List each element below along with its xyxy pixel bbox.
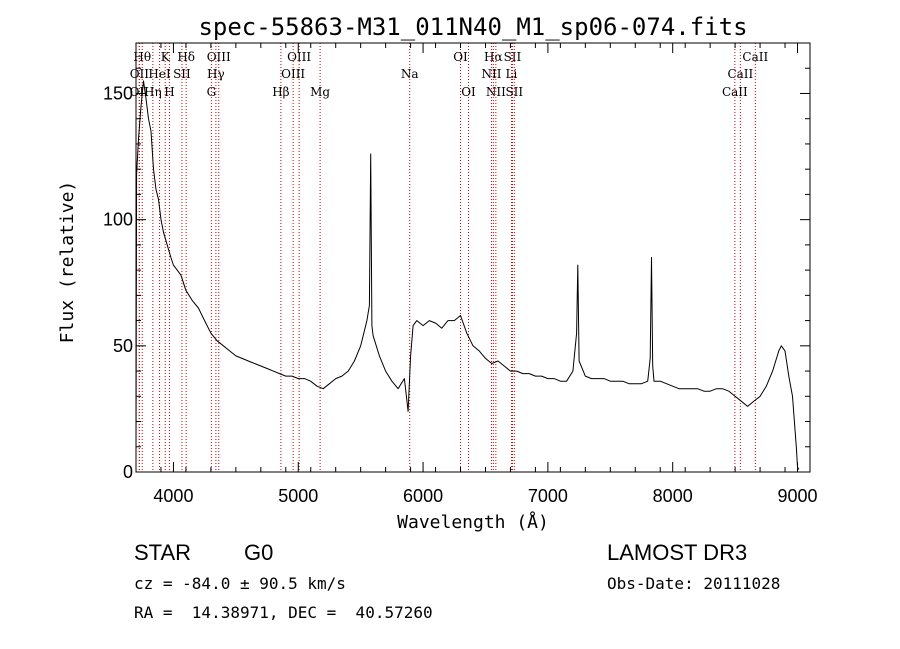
line-label-24: OI — [461, 85, 476, 99]
plot-frame — [135, 42, 811, 473]
obs-date: Obs-Date: 20111028 — [607, 574, 781, 593]
line-label-3: OIII — [207, 50, 231, 64]
line-label-23: Mg — [310, 85, 330, 99]
spectrum-series — [135, 80, 800, 470]
line-label-19: Hη — [144, 85, 162, 99]
survey-name: LAMOST DR3 — [607, 540, 748, 565]
y-axis-label: Flux (relative) — [57, 181, 78, 344]
redshift-text: cz = -84.0 ± 90.5 km/s — [134, 574, 346, 593]
line-label-12: Hγ — [207, 67, 225, 81]
line-label-4: OIII — [287, 50, 311, 64]
line-label-27: CaII — [722, 85, 748, 99]
line-label-10: HeI — [148, 67, 171, 81]
x-axis-label: Wavelength (Å) — [397, 511, 549, 533]
x-tick-label-3: 7000 — [528, 486, 568, 506]
y-tick-label-3: 150 — [103, 83, 133, 103]
line-label-20: H — [164, 85, 174, 99]
line-label-2: Hδ — [177, 50, 195, 64]
line-label-1: K — [161, 50, 171, 64]
line-label-15: NII — [481, 67, 501, 81]
chart-title: spec-55863-M31_011N40_M1_sp06-074.fits — [198, 13, 747, 41]
y-tick-label-2: 100 — [103, 210, 133, 230]
coordinates: RA = 14.38971, DEC = 40.57260 — [134, 603, 433, 622]
y-tick-label-0: 0 — [123, 462, 133, 482]
line-label-8: CaII — [742, 50, 768, 64]
line-label-21: G — [207, 85, 217, 99]
x-tick-label-1: 5000 — [278, 486, 318, 506]
line-label-6: Hα — [484, 50, 503, 64]
line-label-0: Hθ — [133, 50, 151, 64]
spectrum-line — [135, 80, 800, 470]
line-label-26: SII — [505, 85, 523, 99]
spectral-subclass: G0 — [244, 540, 274, 565]
x-tick-label-0: 4000 — [153, 486, 193, 506]
x-tick-label-5: 9000 — [777, 486, 817, 506]
x-tick-label-2: 6000 — [403, 486, 443, 506]
axis-ticks: 4000 5000 6000 7000 8000 9000 0 50 100 150 — [103, 42, 818, 506]
x-tick-label-4: 8000 — [653, 486, 693, 506]
line-label-7: SII — [504, 50, 522, 64]
line-label-17: CaII — [727, 67, 753, 81]
line-label-16: Li — [506, 67, 518, 81]
line-label-25: NII — [486, 85, 506, 99]
line-label-5: OI — [453, 50, 468, 64]
line-label-14: Na — [401, 67, 419, 81]
object-class: STAR — [134, 540, 192, 565]
line-label-13: OIII — [281, 67, 305, 81]
line-label-11: SII — [173, 67, 191, 81]
y-tick-label-1: 50 — [113, 336, 133, 356]
line-label-22: Hβ — [272, 85, 289, 99]
